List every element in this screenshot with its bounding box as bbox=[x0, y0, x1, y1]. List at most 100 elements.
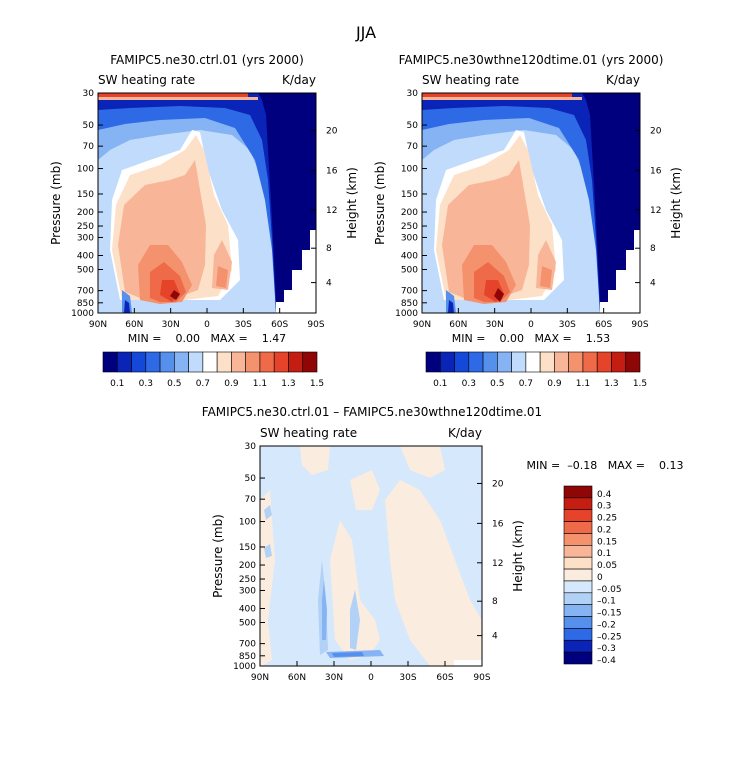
ctrl-fill-navy-patch bbox=[124, 300, 130, 313]
colorbar-label: –0.15 bbox=[597, 609, 622, 619]
y-tick-label: 700 bbox=[239, 640, 256, 650]
y-tick-label: 200 bbox=[401, 208, 418, 218]
diff-stats: MIN = –0.18 MAX = 0.13 bbox=[527, 459, 684, 472]
panel-test-left-label: SW heating rate bbox=[422, 73, 519, 87]
x-tick-label: 30N bbox=[486, 320, 504, 330]
panel-test-units: K/day bbox=[606, 73, 640, 87]
colorbar-label: –0.3 bbox=[597, 644, 616, 654]
colorbar-label: 1.3 bbox=[604, 379, 618, 389]
test-fill-orange-side bbox=[540, 266, 552, 288]
ctrl-fill-dark-red bbox=[170, 290, 180, 300]
y-tick-label: 70 bbox=[83, 142, 95, 152]
y-tick-label: 300 bbox=[239, 586, 256, 596]
y-tick-label: 850 bbox=[401, 299, 418, 309]
colorbar-swatch bbox=[539, 351, 555, 373]
y-tick-label: 200 bbox=[239, 561, 256, 571]
colorbar-label: 0.1 bbox=[433, 379, 447, 389]
colorbar-swatch bbox=[582, 351, 598, 373]
x-tick-label: 60S bbox=[436, 673, 453, 683]
colorbar-label: 0.2 bbox=[597, 525, 611, 535]
x-tick-label: 30S bbox=[559, 320, 576, 330]
y-axis-label: Pressure (mb) bbox=[373, 161, 387, 245]
colorbar-swatch bbox=[563, 521, 593, 534]
colorbar-label: 1.1 bbox=[576, 379, 590, 389]
test-top-orange-band bbox=[422, 97, 582, 100]
colorbar-swatch bbox=[563, 639, 593, 653]
panel-test-title: FAMIPC5.ne30wthne120dtime.01 (yrs 2000) bbox=[399, 53, 664, 67]
diff-axes: 90N 60N 30N 0 30S 60S 90S 30 50 70 100 150 200 250300… bbox=[211, 442, 525, 683]
ctrl-antarctic-mask bbox=[276, 230, 316, 313]
y-tick-label: 250 bbox=[239, 575, 256, 585]
x-tick-label: 0 bbox=[528, 320, 534, 330]
panel-test: FAMIPC5.ne30wthne120dtime.01 (yrs 2000) … bbox=[373, 53, 683, 389]
colorbar-label: –0.1 bbox=[597, 597, 616, 607]
test-axes: 90N 60N 30N 0 30S 60S 90S 30 50 70 100 150 200 250300… bbox=[373, 89, 683, 330]
y-tick-label: 100 bbox=[401, 165, 418, 175]
panel-ctrl-title: FAMIPC5.ne30.ctrl.01 (yrs 2000) bbox=[110, 53, 304, 67]
y2-tick-label: 4 bbox=[492, 632, 498, 642]
y2-tick-label: 20 bbox=[326, 126, 338, 136]
y-tick-label: 30 bbox=[245, 442, 257, 452]
colorbar-swatch bbox=[563, 568, 593, 582]
y-tick-label: 50 bbox=[245, 474, 257, 484]
colorbar-label: –0.2 bbox=[597, 620, 616, 630]
colorbar-swatch bbox=[563, 628, 593, 641]
diff-peach-band-south bbox=[385, 480, 482, 666]
y-tick-label: 400 bbox=[401, 252, 418, 262]
x-tick-label: 60N bbox=[449, 320, 467, 330]
colorbar-label: 0.3 bbox=[139, 379, 153, 389]
y-tick-label: 250 bbox=[401, 222, 418, 232]
y2-axis-label: Height (km) bbox=[511, 520, 525, 591]
colorbar-swatch bbox=[563, 651, 593, 665]
x-tick-label: 30N bbox=[325, 673, 343, 683]
y2-axis-label: Height (km) bbox=[669, 167, 683, 238]
y2-tick-label: 12 bbox=[650, 206, 661, 216]
y2-tick-label: 16 bbox=[492, 519, 504, 529]
y-tick-label: 200 bbox=[77, 208, 94, 218]
y2-tick-label: 16 bbox=[326, 166, 338, 176]
panel-test-plot bbox=[422, 93, 640, 313]
colorbar-label: 0.5 bbox=[490, 379, 504, 389]
colorbar-label: 0.9 bbox=[224, 379, 239, 389]
x-tick-label: 90S bbox=[631, 320, 648, 330]
colorbar-label: –0.05 bbox=[597, 585, 622, 595]
diff-peach-upper-mid bbox=[350, 470, 380, 510]
panel-diff-left-label: SW heating rate bbox=[260, 426, 357, 440]
test-stats: MIN = 0.00 MAX = 1.53 bbox=[452, 332, 610, 345]
y-tick-label: 1000 bbox=[233, 662, 256, 672]
colorbar-swatch bbox=[288, 351, 304, 373]
colorbar-swatch bbox=[188, 351, 204, 373]
x-tick-label: 90S bbox=[307, 320, 324, 330]
colorbar-swatch bbox=[563, 509, 593, 522]
colorbar-swatch bbox=[102, 351, 118, 373]
colorbar-swatch bbox=[563, 545, 593, 558]
colorbar-swatch bbox=[259, 351, 275, 373]
y-tick-label: 150 bbox=[401, 190, 418, 200]
ctrl-colorbar: 0.1 0.3 0.5 0.7 0.9 1.1 1.3 1.5 bbox=[102, 351, 324, 389]
y2-tick-label: 4 bbox=[326, 279, 332, 289]
y-tick-label: 700 bbox=[401, 287, 418, 297]
y-tick-label: 150 bbox=[239, 543, 256, 553]
colorbar-swatch bbox=[245, 351, 261, 373]
ctrl-axes: 90N 60N 30N 0 30S 60S 90S 30 50 70 100 150 200 250300… bbox=[49, 89, 359, 330]
diff-blue-spot-2 bbox=[264, 544, 272, 558]
diff-peach-band-north bbox=[260, 490, 275, 666]
y-tick-label: 850 bbox=[77, 299, 94, 309]
x-tick-label: 0 bbox=[368, 673, 374, 683]
colorbar-swatch bbox=[596, 351, 612, 373]
colorbar-swatch bbox=[563, 580, 593, 594]
test-top-red-band bbox=[422, 93, 572, 97]
panel-ctrl-left-label: SW heating rate bbox=[98, 73, 195, 87]
panel-ctrl-plot bbox=[98, 93, 316, 313]
y-tick-label: 500 bbox=[77, 266, 94, 276]
y-tick-label: 30 bbox=[83, 89, 95, 99]
diff-blue-streak-2 bbox=[322, 580, 327, 640]
test-fill-blue-strong bbox=[422, 93, 640, 313]
ctrl-fill-orange-side bbox=[216, 266, 228, 288]
colorbar-label: 1.3 bbox=[281, 379, 295, 389]
diff-bottom-white-strip bbox=[454, 660, 482, 666]
x-tick-label: 30S bbox=[235, 320, 252, 330]
colorbar-swatch bbox=[131, 351, 147, 373]
panel-diff-units: K/day bbox=[448, 426, 482, 440]
ctrl-top-orange-band bbox=[98, 97, 258, 100]
